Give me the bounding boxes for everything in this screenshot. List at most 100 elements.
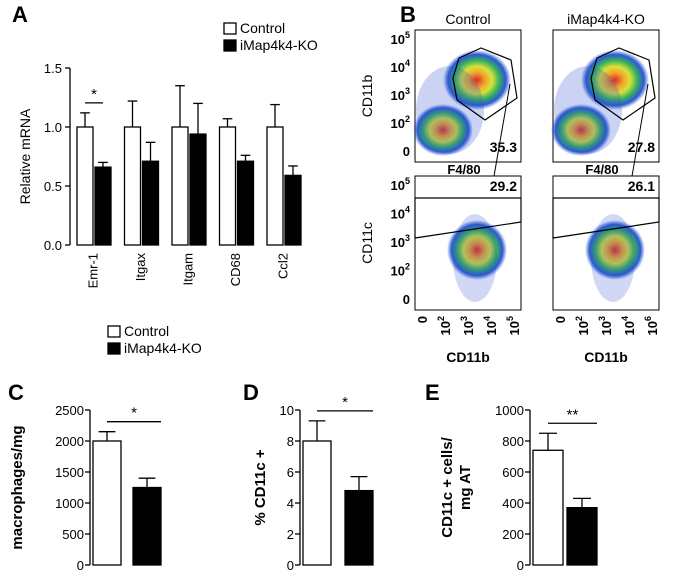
y-tick-label: 500: [62, 527, 84, 542]
tick-label: 102: [391, 114, 410, 131]
legend-label: iMap4k4-KO: [240, 37, 318, 53]
panel-label: A: [12, 2, 28, 27]
tick-exp: 2: [436, 316, 446, 321]
tick-exp: 5: [505, 316, 515, 321]
y-axis-label: mg AT: [457, 465, 474, 510]
density: [416, 66, 484, 154]
tick-label: 0: [403, 292, 410, 307]
legend-swatch: [107, 342, 121, 355]
y-tick-label: 2500: [55, 403, 84, 418]
tick-label: 0: [415, 316, 430, 323]
density: [447, 220, 507, 280]
significance-label: *: [131, 405, 137, 422]
gate: [590, 47, 656, 121]
x-tick-label: CD68: [228, 253, 243, 286]
y-tick-label: 1000: [55, 496, 84, 511]
gate-value: 26.1: [628, 178, 655, 194]
legend-swatch: [107, 325, 121, 338]
legend-label: Control: [240, 20, 285, 36]
tick-label: 106: [643, 316, 660, 335]
tick-label: 102: [574, 316, 591, 335]
tick-label: 102: [436, 316, 453, 335]
density: [554, 66, 622, 154]
y-tick-label: 400: [502, 496, 524, 511]
bar: [92, 440, 122, 566]
y-tick-label: 0.0: [44, 238, 62, 253]
tick-label: 105: [505, 316, 522, 335]
tick-base: 10: [576, 321, 591, 335]
density: [581, 50, 649, 110]
bar: [141, 160, 160, 246]
y-axis-label: CD11b: [359, 75, 375, 118]
y-tick-label: 0.5: [44, 179, 62, 194]
gate: [452, 47, 518, 121]
tick-exp: 6: [643, 316, 653, 321]
x-tick-label: Emr-1: [86, 253, 101, 288]
tick-base: 10: [438, 321, 453, 335]
x-tick-label: Itgam: [181, 253, 196, 286]
tick-label: 105: [391, 176, 410, 193]
y-tick-label: 0: [287, 558, 294, 573]
tick-label: 102: [391, 262, 410, 279]
tick-base: 10: [622, 321, 637, 335]
tick-base: 10: [507, 321, 522, 335]
y-tick-label: 6: [287, 465, 294, 480]
x-axis-label: CD11b: [446, 349, 490, 365]
tick-label: 104: [391, 205, 410, 222]
tick-exp: 3: [405, 233, 410, 243]
bar: [218, 126, 237, 246]
y-axis-label: CD11c + cells/: [439, 436, 456, 537]
tick-exp: 4: [405, 58, 410, 68]
panel-label: C: [8, 380, 24, 405]
x-axis-label: CD11b: [584, 349, 628, 365]
bar: [171, 126, 189, 246]
tick-label: 103: [391, 86, 410, 103]
density: [585, 220, 645, 280]
tick-label: 104: [620, 316, 637, 335]
tick-exp: 2: [574, 316, 584, 321]
column-title: Control: [445, 11, 490, 27]
tick-base: 10: [391, 60, 405, 75]
bar: [76, 126, 94, 246]
y-tick-label: 2: [287, 527, 294, 542]
legend-label: Control: [124, 323, 169, 339]
legend-swatch: [223, 39, 237, 52]
tick-base: 10: [599, 321, 614, 335]
bar: [344, 489, 374, 566]
tick-exp: 2: [405, 262, 410, 272]
bar: [94, 166, 112, 246]
gate-value: 27.8: [628, 139, 655, 155]
x-tick-label: Ccl2: [276, 253, 291, 279]
density: [591, 214, 635, 302]
tick-base: 10: [461, 321, 476, 335]
bar: [189, 133, 207, 246]
y-tick-label: 2000: [55, 434, 84, 449]
tick-exp: 3: [597, 316, 607, 321]
tick-label: 0: [553, 316, 568, 323]
density: [443, 50, 511, 110]
bar: [132, 486, 162, 566]
gate-value: 35.3: [490, 139, 517, 155]
gate-value: 29.2: [490, 178, 517, 194]
tick-base: 10: [391, 207, 405, 222]
y-tick-label: 8: [287, 434, 294, 449]
gate: [414, 197, 522, 239]
y-tick-label: 1500: [55, 465, 84, 480]
tick-base: 10: [391, 88, 405, 103]
gate: [552, 197, 660, 239]
tick-base: 10: [391, 235, 405, 250]
x-axis-label: F4/80: [585, 162, 618, 177]
tick-base: 10: [391, 116, 405, 131]
y-tick-label: 4: [287, 496, 294, 511]
tick-exp: 2: [405, 114, 410, 124]
legend-swatch: [223, 22, 237, 35]
tick-label: 104: [391, 58, 410, 75]
bar: [236, 160, 255, 246]
y-tick-label: 0: [77, 558, 84, 573]
y-axis-label: % CD11c +: [252, 449, 269, 526]
y-tick-label: 800: [502, 434, 524, 449]
bar: [266, 126, 284, 246]
tick-exp: 3: [459, 316, 469, 321]
tick-exp: 4: [482, 316, 492, 321]
